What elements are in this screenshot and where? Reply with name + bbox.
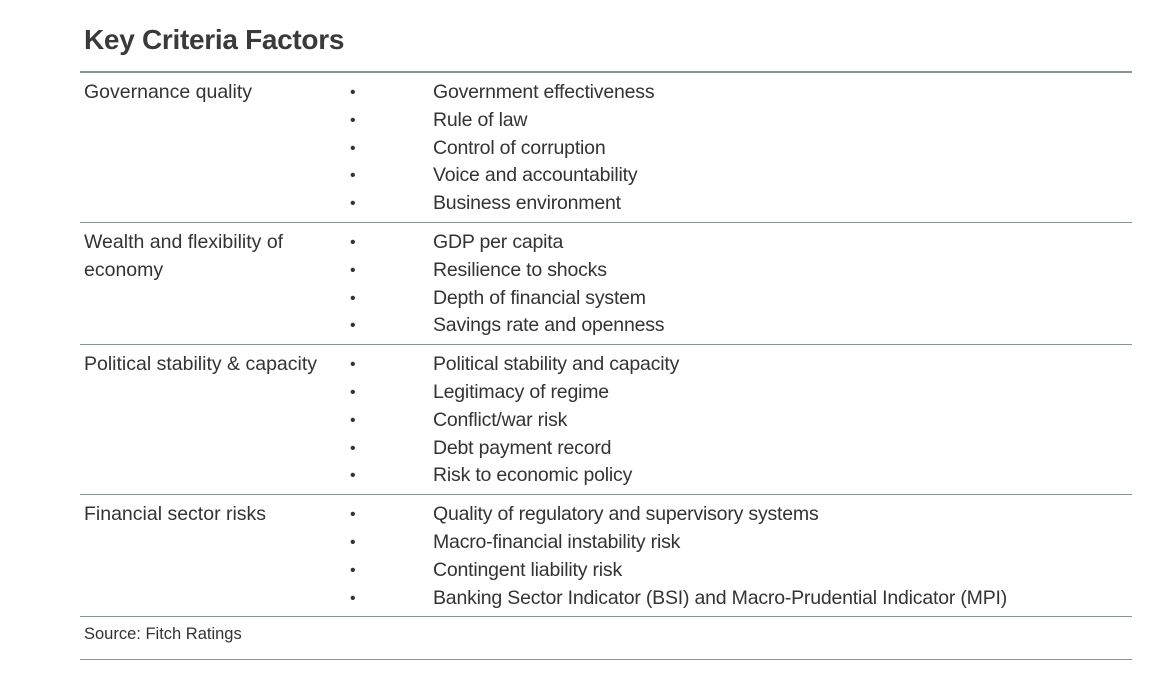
factor-text: Government effectiveness [433,81,655,103]
bullet-icon: • [350,261,356,279]
bullet-icon: • [350,195,356,213]
list-item: • Control of corruption [346,135,1132,163]
bullet-icon: • [350,139,356,157]
list-item: • Voice and accountability [346,162,1132,190]
factor-text: Savings rate and openness [433,314,665,337]
table-row: Wealth and flexibility of economy • GDP pe… [80,223,1132,346]
category-label: Political stability & capacity [84,353,318,376]
factor-list: • Political stability and capacity • Legiti… [346,351,1132,490]
factor-text: Voice and accountability [433,164,638,187]
list-item: • Rule of law [346,107,1132,135]
factor-text: Legitimacy of regime [433,380,609,403]
list-item: • Quality of regulatory and supervisory s… [346,501,1132,529]
list-item: • Business environment [346,190,1132,218]
list-item: • Contingent liability risk [346,557,1132,585]
list-item: • Political stability and capacity [346,351,1132,379]
factor-text: Resilience to shocks [433,258,607,281]
factor-text: Macro-financial instability risk [433,530,681,553]
bullet-icon: • [350,467,356,485]
list-item: • Debt payment record [346,435,1132,463]
bullet-icon: • [350,533,356,551]
category-label: Wealth and flexibility of economy [84,230,284,281]
bullet-icon: • [350,233,356,251]
list-item: • Depth of financial system [346,285,1132,313]
list-item: • Government effectiveness [346,79,1132,107]
factor-text: Control of corruption [433,136,606,159]
page-title: Key Criteria Factors [84,24,345,55]
criteria-table: Governance quality • Government effectiven… [80,71,1132,618]
bullet-icon: • [350,589,356,607]
list-item: • GDP per capita [346,229,1132,257]
bullet-icon: • [350,356,356,374]
bullet-icon: • [350,111,356,129]
list-item: • Banking Sector Indicator (BSI) and Macr… [346,585,1132,613]
bullet-icon: • [350,506,356,524]
bullet-icon: • [350,439,356,457]
factor-text: Business environment [433,192,621,215]
factor-text: Conflict/war risk [433,408,568,431]
list-item: • Legitimacy of regime [346,379,1132,407]
factor-text: GDP per capita [433,230,564,253]
factor-text: Political stability and capacity [433,353,680,376]
factor-text: Risk to economic policy [433,464,633,487]
category-label: Financial sector risks [84,503,267,526]
bullet-icon: • [350,317,356,335]
list-item: • Savings rate and openness [346,312,1132,340]
list-item: • Conflict/war risk [346,407,1132,435]
source-note: Source: Fitch Ratings [80,611,1132,660]
list-item: • Risk to economic policy [346,462,1132,490]
factor-text: Quality of regulatory and supervisory sy… [433,503,819,526]
table-row: Political stability & capacity • Political… [80,345,1132,496]
factor-list: • Quality of regulatory and supervisory s… [346,501,1132,612]
factor-text: Debt payment record [433,436,612,459]
factor-text: Banking Sector Indicator (BSI) and Macro… [433,586,1008,609]
list-item: • Macro-financial instability risk [346,529,1132,557]
factor-text: Rule of law [433,108,528,131]
bullet-icon: • [350,84,356,101]
source-text: Source: Fitch Ratings [84,625,242,643]
bullet-icon: • [350,167,356,185]
table-row: Financial sector risks • Quality of regula… [80,495,1132,618]
factor-list: • Government effectiveness • Rule of law • Co… [346,79,1132,218]
table-row: Governance quality • Government effectiven… [80,73,1132,223]
bullet-icon: • [350,411,356,429]
bullet-icon: • [350,561,356,579]
factor-list: • GDP per capita • Resilience to shocks • Dep… [346,229,1132,340]
factor-text: Contingent liability risk [433,558,623,581]
list-item: • Resilience to shocks [346,257,1132,285]
bullet-icon: • [350,383,356,401]
bullet-icon: • [350,289,356,307]
factor-text: Depth of financial system [433,286,646,309]
category-label: Governance quality [84,81,253,103]
